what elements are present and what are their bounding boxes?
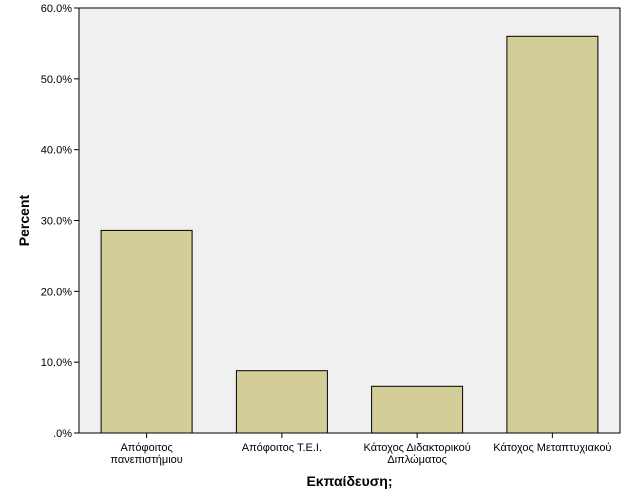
bars bbox=[100, 35, 599, 434]
x-axis-title: Εκπαίδευση; bbox=[306, 473, 392, 489]
y-tick-label: 30.0% bbox=[41, 216, 72, 228]
y-tick-label: .0% bbox=[53, 428, 72, 440]
x-category-label: Κάτοχος Διδακτορικού Διπλώματος bbox=[364, 442, 471, 466]
bar bbox=[100, 229, 193, 434]
bar bbox=[371, 385, 464, 434]
bar bbox=[235, 370, 328, 434]
x-category-label: Απόφοιτος Τ.Ε.Ι. bbox=[242, 442, 322, 454]
y-tick-label: 20.0% bbox=[41, 286, 72, 298]
x-category-label: Απόφοιτος πανεπιστήμιου bbox=[110, 442, 182, 466]
x-category-label: Κάτοχος Μεταπτυχιακού bbox=[493, 442, 611, 454]
y-axis-title: Percent bbox=[16, 194, 32, 246]
y-tick-label: 50.0% bbox=[41, 74, 72, 86]
y-axis-ticks: .0% 10.0% 20.0% 30.0% 40.0% 50.0% 60.0% bbox=[41, 3, 79, 440]
y-tick-label: 60.0% bbox=[41, 3, 72, 15]
bar bbox=[506, 35, 599, 434]
y-tick-label: 10.0% bbox=[41, 357, 72, 369]
y-tick-label: 40.0% bbox=[41, 145, 72, 157]
x-axis-categories: Απόφοιτος πανεπιστήμιου Απόφοιτος Τ.Ε.Ι. Κά… bbox=[110, 433, 611, 466]
